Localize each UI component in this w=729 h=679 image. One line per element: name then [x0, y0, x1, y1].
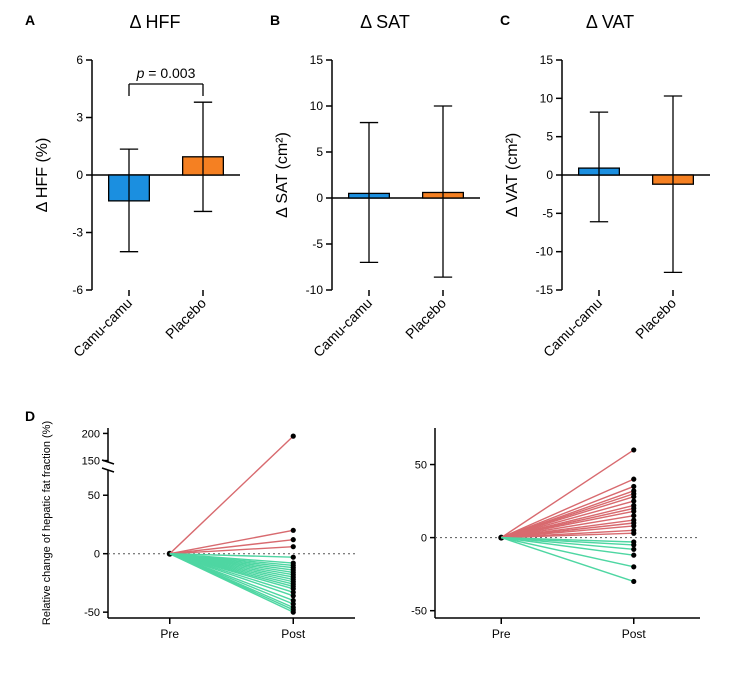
figure: A B C D Δ HFF Δ SAT Δ VAT -6-3036Δ HFF (… [0, 0, 729, 679]
svg-text:-5: -5 [542, 206, 553, 220]
svg-text:Relative change of hepatic fat: Relative change of hepatic fat fraction … [41, 421, 53, 625]
svg-text:50: 50 [415, 460, 427, 472]
svg-text:Δ HFF (%): Δ HFF (%) [34, 138, 51, 213]
svg-text:-10: -10 [306, 283, 324, 297]
svg-text:Δ VAT (cm²): Δ VAT (cm²) [504, 133, 521, 217]
svg-text:0: 0 [421, 533, 427, 545]
panel-d-right-chart: -50 0 50 Pre Post [395, 408, 715, 668]
svg-text:5: 5 [316, 145, 323, 159]
svg-text:-15: -15 [536, 283, 554, 297]
panel-b-chart: -10 -5 0 5 10 15 Δ SAT (cm²) Camu-camu Placebo [270, 40, 490, 400]
svg-text:6: 6 [76, 53, 83, 67]
svg-text:Camu-camu: Camu-camu [310, 295, 375, 360]
svg-text:-50: -50 [411, 606, 427, 618]
panel-b-label: B [270, 12, 280, 28]
panel-a-label: A [25, 12, 35, 28]
panel-b-title: Δ SAT [335, 12, 435, 33]
panel-d-left-chart: -50 0 50 150 200 Pre Post Relative change of he… [30, 408, 370, 668]
svg-text:0: 0 [76, 168, 83, 182]
svg-text:0: 0 [316, 191, 323, 205]
svg-text:10: 10 [540, 91, 554, 105]
svg-text:0: 0 [94, 549, 100, 561]
panel-c-label: C [500, 12, 510, 28]
svg-text:50: 50 [88, 490, 100, 502]
svg-text:-5: -5 [312, 237, 323, 251]
panel-c-chart: -15 -10 -5 0 5 10 15 Δ VAT (cm²) Camu-camu Placeb… [500, 40, 720, 400]
svg-text:200: 200 [82, 428, 100, 440]
svg-text:Camu-camu: Camu-camu [70, 295, 135, 360]
svg-text:-10: -10 [536, 245, 554, 259]
svg-text:5: 5 [546, 130, 553, 144]
svg-text:-3: -3 [72, 226, 83, 240]
svg-text:10: 10 [310, 99, 324, 113]
svg-text:Placebo: Placebo [162, 295, 209, 342]
svg-text:Post: Post [622, 627, 647, 641]
svg-text:Post: Post [281, 627, 306, 641]
svg-text:Δ SAT (cm²): Δ SAT (cm²) [274, 132, 291, 218]
svg-text:Pre: Pre [160, 627, 179, 641]
svg-text:Camu-camu: Camu-camu [540, 295, 605, 360]
svg-text:0: 0 [546, 168, 553, 182]
svg-text:Placebo: Placebo [632, 295, 679, 342]
svg-text:15: 15 [540, 53, 554, 67]
panel-c-title: Δ VAT [560, 12, 660, 33]
svg-text:-50: -50 [84, 607, 100, 619]
svg-text:p = 0.003: p = 0.003 [136, 65, 196, 81]
svg-text:Pre: Pre [492, 627, 511, 641]
svg-text:15: 15 [310, 53, 324, 67]
panel-a-title: Δ HFF [105, 12, 205, 33]
svg-text:-6: -6 [72, 283, 83, 297]
svg-text:Placebo: Placebo [402, 295, 449, 342]
svg-text:3: 3 [76, 111, 83, 125]
panel-a-chart: -6 -3 0 3 6 Δ HFF (%) Camu-camu Placebo p = 0.00… [30, 40, 250, 400]
svg-text:150: 150 [82, 456, 100, 468]
